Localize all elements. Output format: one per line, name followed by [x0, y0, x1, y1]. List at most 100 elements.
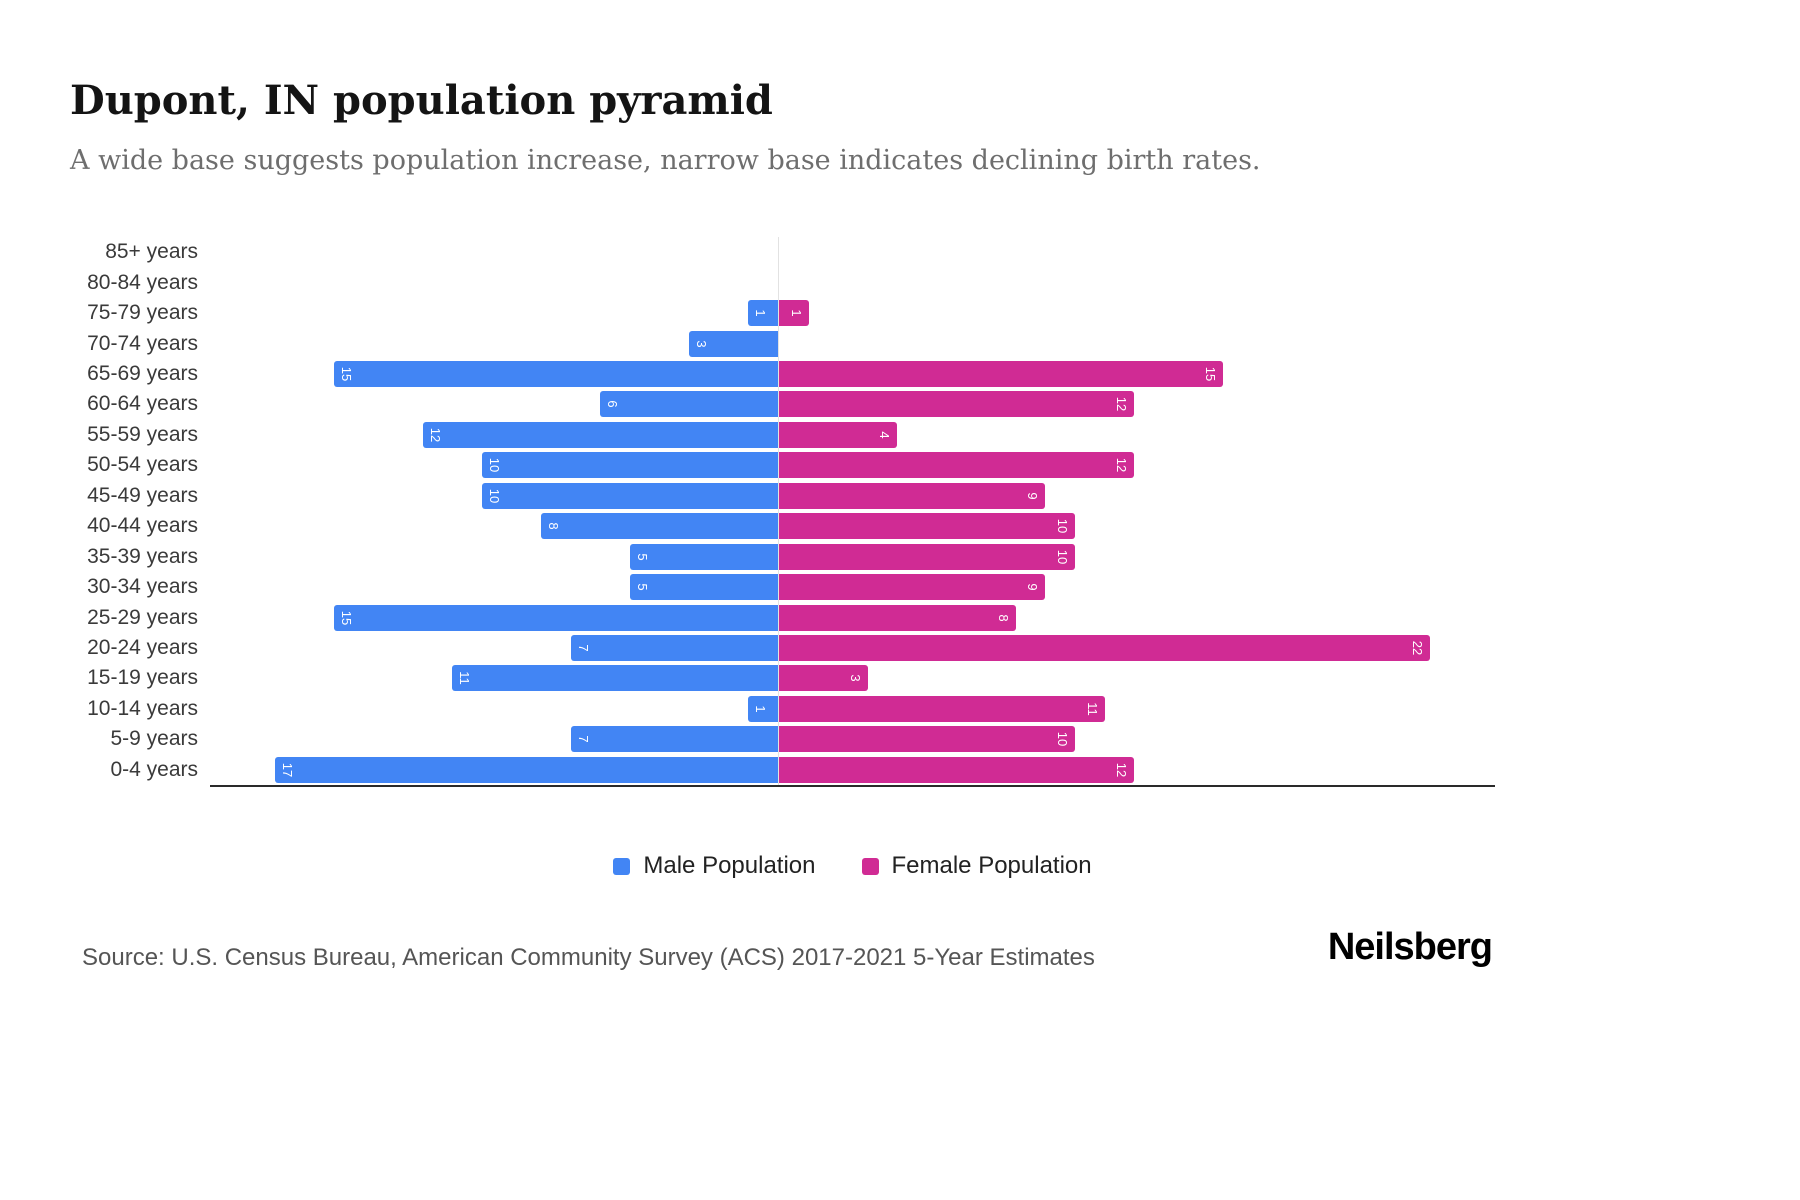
- pyramid-row: 50-54 years 10 12: [87, 452, 1495, 479]
- bar-value-label: 15: [339, 366, 354, 382]
- brand-logo: Neilsberg: [1327, 926, 1493, 968]
- bar-value-label: 11: [457, 671, 472, 686]
- pyramid-row: 35-39 years 5 10: [87, 543, 1495, 570]
- bar-value-label: 12: [1114, 762, 1129, 777]
- female-bar[interactable]: 11: [779, 695, 1105, 722]
- y-axis-label: 0-4 years: [110, 757, 198, 781]
- male-bar[interactable]: 11: [452, 665, 778, 692]
- bar-value-label: 11: [1085, 702, 1100, 716]
- source-attribution: Source: U.S. Census Bureau, American Com…: [82, 944, 1095, 971]
- pyramid-row: 85+ years: [105, 239, 1495, 265]
- pyramid-row: 40-44 years 8 10: [87, 513, 1495, 540]
- bar-value-label: 10: [1055, 518, 1070, 534]
- y-axis-label: 15-19 years: [87, 666, 198, 690]
- female-bar[interactable]: 4: [779, 421, 897, 448]
- bar-value-label: 9: [1025, 492, 1040, 500]
- male-legend-swatch: [613, 857, 631, 875]
- y-axis-label: 5-9 years: [110, 727, 198, 751]
- population-pyramid-plot: 85+ years 80-84 years 75-79 years 1 1 70-74 y…: [87, 237, 1495, 787]
- female-bar[interactable]: 3: [779, 665, 868, 692]
- pyramid-row: 65-69 years 15 15: [87, 361, 1495, 387]
- bar-value-label: 7: [576, 735, 591, 743]
- bar-value-label: 1: [789, 309, 804, 317]
- bar-value-label: 12: [428, 427, 443, 443]
- pyramid-row: 55-59 years 12 4: [87, 421, 1495, 448]
- bar-value-label: 15: [1203, 366, 1218, 382]
- bar-value-label: 1: [753, 309, 768, 317]
- pyramid-row: 80-84 years: [87, 270, 1495, 296]
- bar-value-label: 15: [339, 610, 354, 625]
- female-bar[interactable]: 1: [779, 300, 809, 327]
- female-bar[interactable]: 12: [779, 452, 1134, 479]
- male-bar[interactable]: 6: [600, 391, 778, 418]
- bar-value-label: 12: [1114, 397, 1129, 412]
- pyramid-row: 75-79 years 1 1: [87, 300, 1495, 327]
- male-bar[interactable]: 7: [571, 726, 778, 753]
- male-bar[interactable]: 12: [423, 421, 778, 448]
- chart-title: Dupont, IN population pyramid: [70, 76, 773, 124]
- y-axis-label: 55-59 years: [87, 422, 198, 446]
- male-bar[interactable]: 17: [275, 756, 778, 783]
- y-axis-label: 25-29 years: [87, 605, 198, 629]
- y-axis-label: 65-69 years: [87, 362, 198, 385]
- legend-item-male[interactable]: Male Population: [613, 852, 816, 880]
- male-bar[interactable]: 1: [748, 300, 778, 327]
- female-bar[interactable]: 10: [779, 513, 1075, 540]
- female-bar[interactable]: 8: [779, 604, 1016, 631]
- pyramid-row: 15-19 years 11 3: [87, 665, 1495, 692]
- y-axis-label: 50-54 years: [87, 453, 198, 477]
- male-bar[interactable]: 3: [689, 330, 778, 357]
- y-axis-label: 20-24 years: [87, 636, 198, 659]
- female-bar[interactable]: 12: [779, 391, 1134, 418]
- y-axis-label: 30-34 years: [87, 575, 198, 599]
- y-axis-label: 85+ years: [105, 240, 198, 264]
- chart-subtitle: A wide base suggests population increase…: [70, 145, 1261, 176]
- bar-value-label: 22: [1410, 640, 1425, 656]
- y-axis-label: 70-74 years: [87, 331, 198, 355]
- bar-value-label: 7: [576, 644, 591, 652]
- y-axis-label: 45-49 years: [87, 483, 198, 507]
- bar-value-label: 10: [487, 458, 502, 473]
- pyramid-row: 5-9 years 7 10: [110, 726, 1495, 753]
- legend-item-female[interactable]: Female Population: [861, 852, 1092, 880]
- y-axis-label: 35-39 years: [87, 544, 198, 568]
- bar-value-label: 6: [605, 400, 620, 409]
- y-axis-label: 60-64 years: [87, 392, 198, 416]
- female-bar[interactable]: 9: [779, 482, 1045, 509]
- bar-value-label: 17: [280, 762, 295, 777]
- bar-value-label: 5: [635, 553, 650, 561]
- y-axis-label: 75-79 years: [87, 301, 198, 325]
- male-bar[interactable]: 8: [541, 513, 778, 540]
- female-bar[interactable]: 12: [779, 756, 1134, 783]
- female-legend-swatch: [861, 857, 879, 875]
- y-axis-label: 10-14 years: [87, 696, 198, 720]
- female-bar[interactable]: 10: [779, 726, 1075, 753]
- bar-value-label: 3: [848, 674, 863, 683]
- pyramid-row: 10-14 years 1 11: [87, 695, 1495, 722]
- male-bar[interactable]: 15: [334, 604, 778, 631]
- bar-value-label: 4: [877, 431, 892, 439]
- male-bar[interactable]: 10: [482, 452, 778, 479]
- bar-value-label: 10: [1055, 549, 1070, 564]
- pyramid-row: 60-64 years 6 12: [87, 391, 1495, 418]
- female-bar[interactable]: 9: [779, 574, 1045, 601]
- legend-label: Male Population: [643, 852, 816, 879]
- male-bar[interactable]: 5: [630, 574, 778, 601]
- male-bar[interactable]: 15: [334, 361, 778, 387]
- male-bar[interactable]: 5: [630, 543, 778, 570]
- female-bar[interactable]: 10: [779, 543, 1075, 570]
- zero-gridline: [778, 237, 779, 785]
- male-bar[interactable]: 1: [748, 695, 778, 722]
- bar-value-label: 8: [996, 613, 1011, 622]
- pyramid-row: 70-74 years 3: [87, 330, 1495, 357]
- female-bar[interactable]: 22: [779, 635, 1430, 661]
- legend-label: Female Population: [891, 852, 1092, 879]
- bar-value-label: 12: [1114, 458, 1129, 473]
- bar-value-label: 10: [1055, 732, 1070, 747]
- female-bar[interactable]: 15: [779, 361, 1223, 387]
- male-bar[interactable]: 10: [482, 482, 778, 509]
- male-bar[interactable]: 7: [571, 635, 778, 661]
- x-axis-line: [210, 785, 1495, 787]
- bar-value-label: 3: [694, 339, 709, 348]
